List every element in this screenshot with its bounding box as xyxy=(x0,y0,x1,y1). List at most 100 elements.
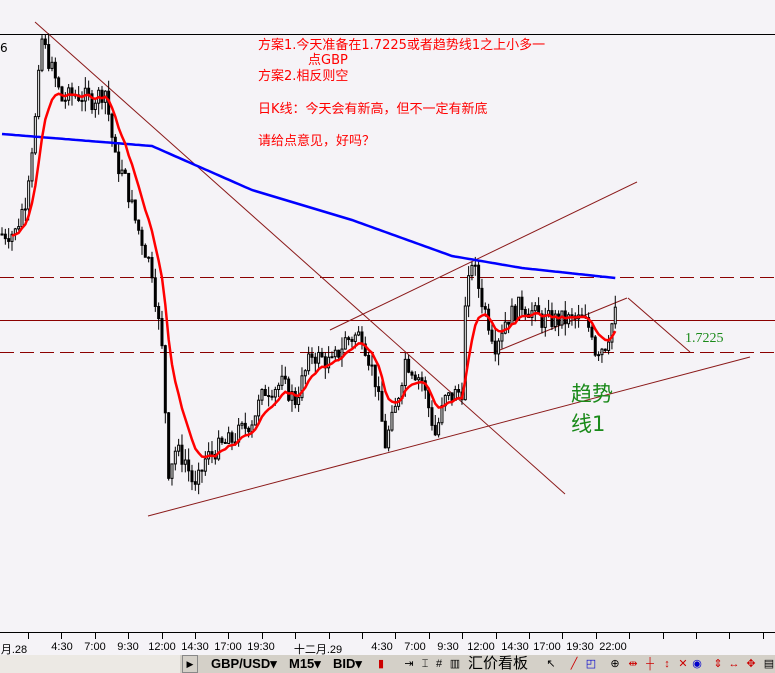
scroll-right-button[interactable]: ▶ xyxy=(182,655,198,673)
time-tick-label: 十二月.29 xyxy=(293,644,343,656)
candle xyxy=(217,430,221,461)
time-tick xyxy=(195,633,196,639)
horizontal-line-icon[interactable]: ┼ xyxy=(646,658,654,670)
symbol-selector[interactable]: GBP/USD▾ xyxy=(211,656,277,672)
candle-body xyxy=(33,116,37,154)
zoom-in-icon[interactable]: ⊕ xyxy=(610,658,620,670)
candle-body xyxy=(147,256,151,259)
candle xyxy=(223,438,227,444)
time-tick-label: 9:30 xyxy=(117,641,139,653)
candle-body xyxy=(273,388,277,398)
volume-icon[interactable]: ▥ xyxy=(449,658,461,670)
candle-body xyxy=(187,459,191,472)
candle xyxy=(297,386,301,412)
candle-body xyxy=(600,348,604,356)
candle xyxy=(137,219,141,235)
candle xyxy=(263,384,267,397)
price-type-selector[interactable]: BID▾ xyxy=(333,656,362,672)
candle xyxy=(593,335,597,357)
zoom-fit-icon[interactable]: ◉ xyxy=(692,658,702,670)
horizontal-scrollbar[interactable] xyxy=(0,655,180,673)
period-step-icon[interactable]: ↔ xyxy=(728,658,740,670)
shift-icon[interactable]: ⌶ xyxy=(421,658,429,670)
candle xyxy=(390,405,394,432)
time-tick-label: 7:00 xyxy=(84,641,106,653)
candle xyxy=(430,400,434,431)
candle xyxy=(500,324,504,349)
candle xyxy=(40,35,44,73)
candle-body xyxy=(163,345,167,414)
price-chart[interactable] xyxy=(0,0,775,632)
candle xyxy=(123,168,127,174)
candle-body xyxy=(87,87,91,95)
candle xyxy=(147,256,151,263)
candle xyxy=(270,389,274,401)
time-tick xyxy=(495,633,497,639)
period-all-icon[interactable]: ✥ xyxy=(746,658,756,670)
time-tick xyxy=(629,633,631,639)
candle-body xyxy=(270,395,274,398)
time-axis: 月.28 4:30 7:00 9:30 12:00 14:30 17:00 19:30 十二月.… xyxy=(0,632,775,656)
candle-body xyxy=(63,99,67,102)
candle-body xyxy=(523,308,527,315)
candle-body xyxy=(177,444,181,452)
scroll-end-icon[interactable]: ⇥ xyxy=(404,658,414,670)
candle-body xyxy=(463,305,467,401)
trendline-icon[interactable]: ╱ xyxy=(570,658,578,670)
candle xyxy=(10,230,14,251)
candle-body xyxy=(550,310,554,327)
trendline-label-2: 线1 xyxy=(571,412,606,436)
candle-icon[interactable]: ▮ xyxy=(377,658,385,670)
template-icon[interactable]: ▤ xyxy=(763,658,775,670)
candle-body xyxy=(197,469,201,485)
candle-body xyxy=(170,463,174,479)
candle xyxy=(480,278,484,314)
candle xyxy=(227,426,231,444)
candle xyxy=(493,329,497,362)
vertical-line-icon[interactable]: ⇹ xyxy=(628,658,638,670)
candle xyxy=(163,344,167,424)
candle-body xyxy=(473,264,477,267)
candle-body xyxy=(327,356,331,369)
candle xyxy=(347,335,351,346)
candle xyxy=(413,371,417,381)
candle-body xyxy=(363,343,367,356)
candle xyxy=(310,347,314,365)
candle-body xyxy=(140,229,144,246)
timeframe-label: M15 xyxy=(289,656,315,671)
candle-body xyxy=(507,321,511,325)
quote-board-button[interactable]: 汇价看板 xyxy=(468,655,529,672)
candle xyxy=(590,322,594,341)
candle-body xyxy=(283,375,287,380)
annotation-plan-2: 方案2.相反则空 xyxy=(258,69,349,84)
objects-icon[interactable]: ◰ xyxy=(585,658,597,670)
grid-icon[interactable]: # xyxy=(435,658,443,670)
time-tick xyxy=(295,633,297,639)
candle xyxy=(597,351,601,362)
symbol-label: GBP/USD xyxy=(211,656,271,671)
cross-icon[interactable]: ↕ xyxy=(664,658,670,670)
candle xyxy=(303,369,307,385)
candle-body xyxy=(243,422,247,429)
candle xyxy=(120,159,124,177)
candle xyxy=(23,197,27,222)
candle-body xyxy=(300,375,304,399)
cursor-icon[interactable]: ↖ xyxy=(546,658,556,670)
timeframe-selector[interactable]: M15▾ xyxy=(289,656,321,672)
candle xyxy=(187,448,191,482)
candle-body xyxy=(133,199,137,221)
time-tick-label: 17:00 xyxy=(214,641,242,653)
candle-body xyxy=(127,172,131,203)
candle-body xyxy=(80,99,84,102)
period-up-icon[interactable]: ⇕ xyxy=(713,658,723,670)
candle-body xyxy=(190,470,194,483)
candle-body xyxy=(210,451,214,455)
candle-body xyxy=(293,391,297,405)
crosshair-icon[interactable]: ✕ xyxy=(678,658,688,670)
candle-body xyxy=(570,314,574,317)
candle xyxy=(407,355,411,374)
candle-body xyxy=(470,264,474,277)
candle-body xyxy=(493,340,497,355)
candle-body xyxy=(500,332,504,342)
candle-body xyxy=(40,38,44,71)
